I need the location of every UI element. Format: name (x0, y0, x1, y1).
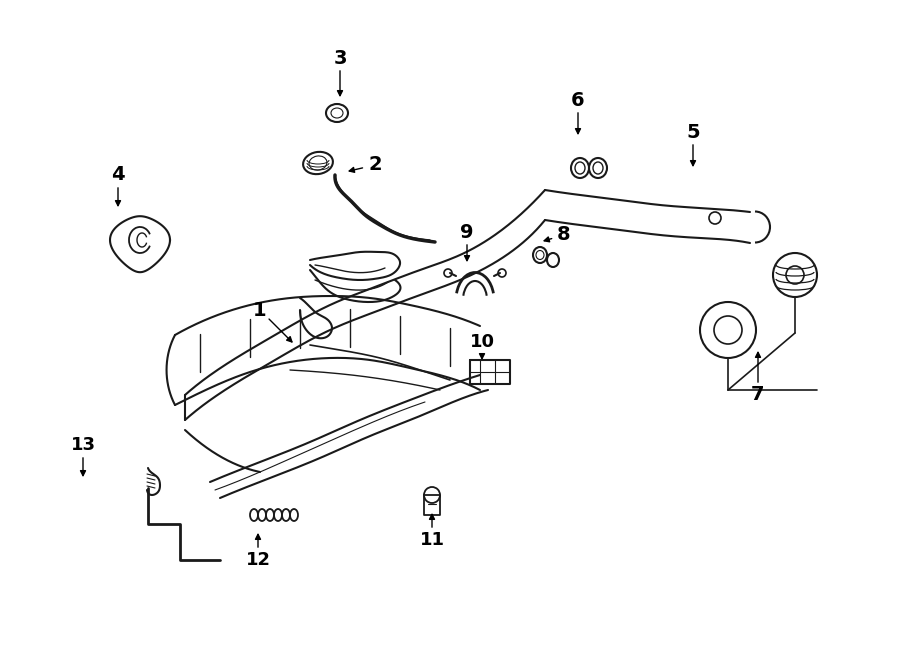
Text: 2: 2 (368, 155, 382, 175)
Text: 7: 7 (752, 385, 765, 405)
Text: 3: 3 (333, 48, 346, 67)
Text: 10: 10 (470, 333, 494, 351)
Text: 4: 4 (112, 165, 125, 184)
Text: 5: 5 (686, 122, 700, 141)
Text: 13: 13 (70, 436, 95, 454)
Text: 12: 12 (246, 551, 271, 569)
Text: 9: 9 (460, 223, 473, 241)
Text: 1: 1 (253, 301, 266, 319)
Text: 6: 6 (572, 91, 585, 110)
Text: 11: 11 (419, 531, 445, 549)
Text: 8: 8 (557, 225, 571, 245)
